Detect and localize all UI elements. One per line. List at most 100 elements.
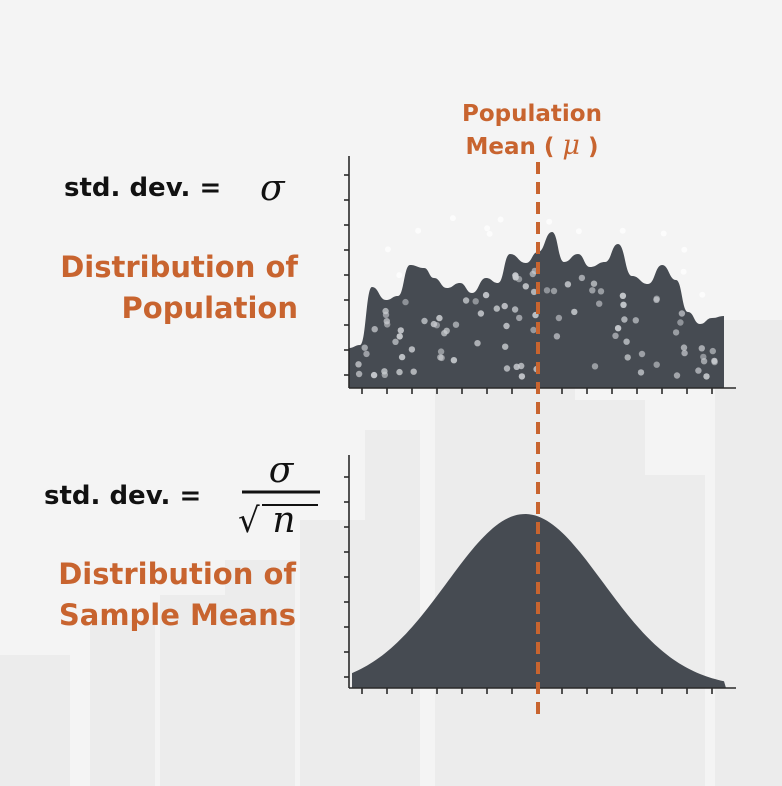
population-dot [571,308,578,316]
population-dot [680,268,687,275]
population-dot [497,216,504,223]
population-dot [623,338,630,345]
population-dot [578,274,586,282]
population-dot [672,329,680,336]
population-dot [518,373,526,380]
population-dot [477,310,485,317]
population-dot [363,350,370,358]
population-dot [673,372,681,379]
population-dot [653,296,660,303]
population-dot [695,367,702,374]
mean-label-prefix: Mean ( [465,134,554,160]
population-dot [402,298,409,306]
population-dot [700,358,708,365]
population-dot [396,272,403,279]
population-dot [437,354,444,361]
population-dot [493,305,500,312]
background-bar [225,560,295,786]
population-dot [530,326,537,334]
sample-means-distribution-area [352,514,726,688]
population-dot [484,225,491,232]
population-dot [619,227,626,234]
population-dot [355,370,363,378]
population-dot [502,343,509,350]
population-dot [596,300,603,307]
population-dot [698,345,705,352]
population-dot [681,246,688,253]
population-dot [486,230,493,237]
population-dot [553,333,561,340]
population-dot [482,291,490,299]
population-sample-dots [355,215,718,380]
population-dot [637,369,645,376]
population-dot [513,363,520,370]
population-dot [699,291,706,298]
population-dot [474,340,481,347]
population-dot [511,306,519,313]
population-dot [512,272,519,279]
population-dot [361,344,368,351]
population-dot [550,287,558,295]
population-dot [371,326,378,333]
population-dot [638,350,646,358]
background-bars [0,320,782,786]
population-dot [590,280,598,287]
population-dot [529,270,536,278]
background-bar [160,595,230,786]
population-dot [619,292,627,299]
population-dot [397,327,404,334]
population-dot [370,371,378,379]
population-dot [653,361,660,368]
population-dot [415,227,422,234]
population-dot [555,314,563,322]
population-dot [522,283,529,290]
population-dot [589,287,596,294]
background-bar [300,520,365,786]
population-dot [384,321,391,328]
population-title-line2: Population [122,291,298,325]
population-dot [680,344,688,351]
mean-label-line2: Mean ( μ ) [465,130,598,161]
sample-n-denominator: n [272,500,295,541]
population-dot [711,358,718,366]
mean-label-suffix: ) [588,134,599,160]
population-dot [396,333,403,340]
population-dot [530,288,538,296]
sample-std-dev-label: std. dev. = [44,481,201,511]
mean-label-line1: Population [462,101,602,127]
population-dot [410,368,417,375]
mu-symbol: μ [562,130,580,161]
background-bar [715,320,782,786]
population-dot [575,228,582,235]
population-dot [503,365,511,372]
population-dot [450,357,458,364]
population-dot [591,363,599,370]
population-dot [396,368,403,376]
population-dot [709,347,716,355]
population-dot [462,297,470,304]
population-dot [543,287,551,294]
population-dot [703,373,710,380]
population-sigma-symbol: σ [260,168,286,209]
population-dot [621,316,628,323]
background-bar [645,475,705,786]
population-dot [632,317,639,324]
population-dot [421,317,428,325]
population-dot [612,332,619,339]
population-dot [436,314,443,322]
background-bar [0,655,70,786]
background-bar [90,620,155,786]
population-title-line1: Distribution of [60,250,298,284]
population-dot [681,349,688,357]
sample-title-line1: Distribution of [58,557,296,591]
population-dot [503,322,510,330]
population-dot [620,301,627,308]
sample-sigma-numerator: σ [269,450,295,491]
population-dot [408,346,416,353]
population-dot [392,338,399,345]
population-dot [437,348,445,355]
population-dot [546,218,553,225]
population-dot [597,288,605,295]
population-dot [624,354,631,361]
